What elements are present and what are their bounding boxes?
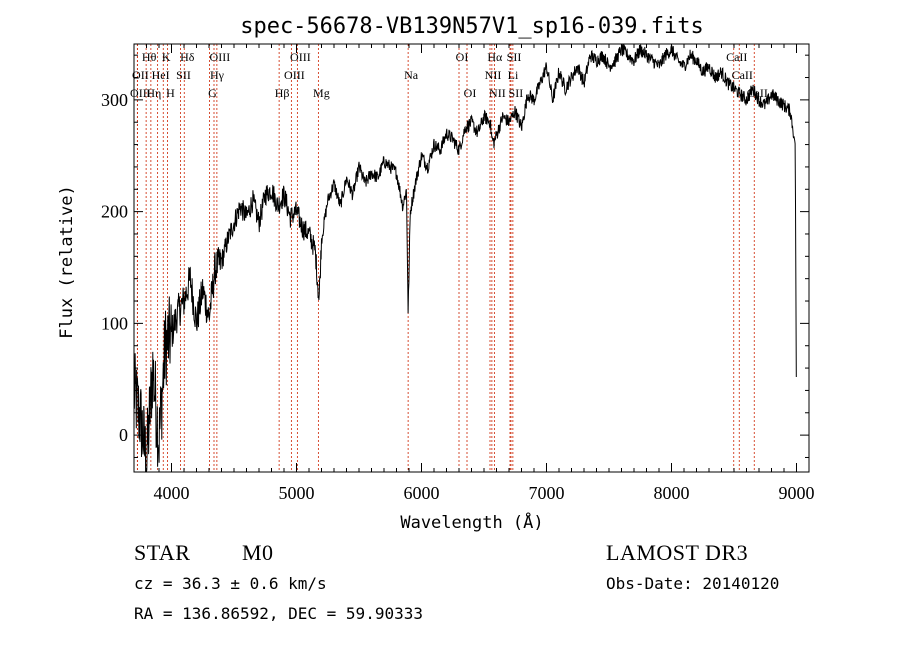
x-tick-label: 8000: [654, 483, 690, 503]
line-label: CaII: [732, 68, 753, 82]
line-label: OIII: [290, 50, 311, 64]
y-axis-ticks: 0 100 200 300: [101, 54, 809, 458]
line-label: NII: [485, 68, 502, 82]
line-label: Hη: [146, 86, 161, 100]
line-label: SII: [509, 86, 524, 100]
line-label: OI: [464, 86, 477, 100]
line-label: OI: [456, 50, 469, 64]
line-label: NII: [489, 86, 506, 100]
line-label: OIII: [210, 50, 231, 64]
plot-frame: [133, 43, 810, 473]
line-label: OIII: [130, 86, 151, 100]
y-tick-label: 0: [119, 425, 128, 445]
x-axis-ticks: 4000 5000 6000 7000 8000 9000: [146, 44, 815, 503]
object-subclass: M0: [242, 540, 274, 565]
line-label: Li: [508, 68, 519, 82]
line-label: CaII: [726, 50, 747, 64]
line-label: Hα: [487, 50, 503, 64]
y-tick-label: 300: [101, 90, 128, 110]
coordinates: RA = 136.86592, DEC = 59.90333: [134, 604, 423, 623]
line-label: Mg: [313, 86, 330, 100]
y-tick-label: 100: [101, 313, 128, 333]
object-class: STAR: [134, 540, 191, 565]
line-label: K: [162, 50, 171, 64]
survey-name: LAMOST DR3: [606, 540, 749, 565]
line-label: SII: [176, 68, 191, 82]
y-axis-label: Flux (relative): [57, 185, 77, 339]
observation-date: Obs-Date: 20140120: [606, 574, 780, 593]
line-label: Hδ: [180, 50, 195, 64]
line-label: Hθ: [142, 50, 157, 64]
spectrum-chart: spec-56678-VB139N57V1_sp16-039.fits Hθ OI…: [57, 14, 815, 533]
x-tick-label: 4000: [154, 483, 190, 503]
y-tick-label: 200: [101, 202, 128, 222]
spectrum-line: [133, 43, 797, 473]
x-axis-label: Wavelength (Å): [400, 511, 543, 533]
chart-title: spec-56678-VB139N57V1_sp16-039.fits: [240, 14, 704, 39]
redshift-velocity: cz = 36.3 ± 0.6 km/s: [134, 574, 327, 593]
line-label: Na: [404, 68, 419, 82]
line-label: HeI: [152, 68, 170, 82]
line-label: G: [208, 86, 217, 100]
x-tick-label: 5000: [279, 483, 315, 503]
line-label: SII: [507, 50, 522, 64]
line-label: OII: [132, 68, 149, 82]
x-tick-label: 6000: [404, 483, 440, 503]
line-label: Hγ: [210, 68, 225, 82]
line-label: OIII: [284, 68, 305, 82]
x-tick-label: 7000: [529, 483, 565, 503]
line-label: Hβ: [275, 86, 290, 100]
x-tick-label: 9000: [779, 483, 815, 503]
line-label: H: [166, 86, 175, 100]
line-label-group: HθOIIOIIIHηHeIKHSIIHδHγGOIIIHβOIIIOIIIMg…: [130, 50, 768, 100]
line-marker-group: [136, 44, 755, 472]
